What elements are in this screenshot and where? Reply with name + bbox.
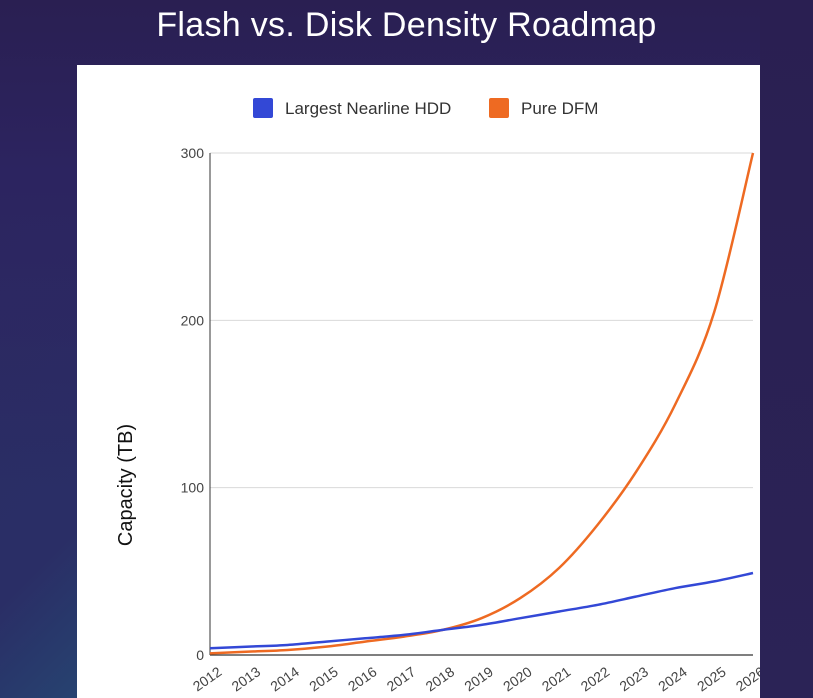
x-tick-label: 2024 [655, 663, 690, 694]
line-chart: Largest Nearline HDD Pure DFM 0100200300 … [115, 98, 760, 694]
chart-series [209, 152, 755, 655]
legend-item-hdd: Largest Nearline HDD [253, 98, 451, 118]
legend-label: Largest Nearline HDD [285, 99, 451, 118]
chart-card: Largest Nearline HDD Pure DFM 0 100 200 300 … [77, 65, 760, 698]
y-tick-label: 0 [196, 647, 204, 663]
series-line-hdd [209, 571, 754, 650]
slide-right-band [760, 0, 813, 698]
legend-label: Pure DFM [521, 99, 598, 118]
x-tick-label: 2015 [306, 663, 341, 694]
y-axis-label: Capacity (TB) [115, 424, 137, 546]
x-tick-label: 2020 [500, 663, 535, 694]
legend-swatch [253, 98, 273, 118]
x-tick-label: 2019 [461, 663, 496, 694]
x-axis-ticks: 2012 2013 2014 2015 2016 2017 2018 2019 2020 2021… [190, 663, 760, 694]
x-tick-label: 2025 [694, 663, 729, 694]
y-tick-label: 100 [181, 480, 205, 496]
x-tick-label: 2012 [190, 663, 225, 694]
chart-gridlines [209, 152, 753, 656]
x-tick-label: 2021 [539, 663, 574, 694]
chart-legend: Largest Nearline HDD Pure DFM [253, 98, 598, 118]
x-tick-label: 2017 [384, 663, 419, 694]
y-axis-ticks: 0 100 200 300 [181, 145, 205, 663]
x-tick-label: 2022 [578, 663, 613, 694]
x-tick-label: 2023 [616, 663, 651, 694]
y-tick-label: 200 [181, 312, 205, 328]
slide-title: Flash vs. Disk Density Roadmap [156, 6, 657, 44]
legend-item-dfm: Pure DFM [489, 98, 598, 118]
x-tick-label: 2014 [267, 663, 302, 694]
legend-swatch [489, 98, 509, 118]
x-tick-label: 2018 [422, 663, 457, 694]
y-tick-label: 300 [181, 145, 205, 161]
x-tick-label: 2026 [733, 663, 760, 694]
x-tick-label: 2013 [229, 663, 264, 694]
series-line-dfm [209, 152, 755, 655]
x-tick-label: 2016 [345, 663, 380, 694]
